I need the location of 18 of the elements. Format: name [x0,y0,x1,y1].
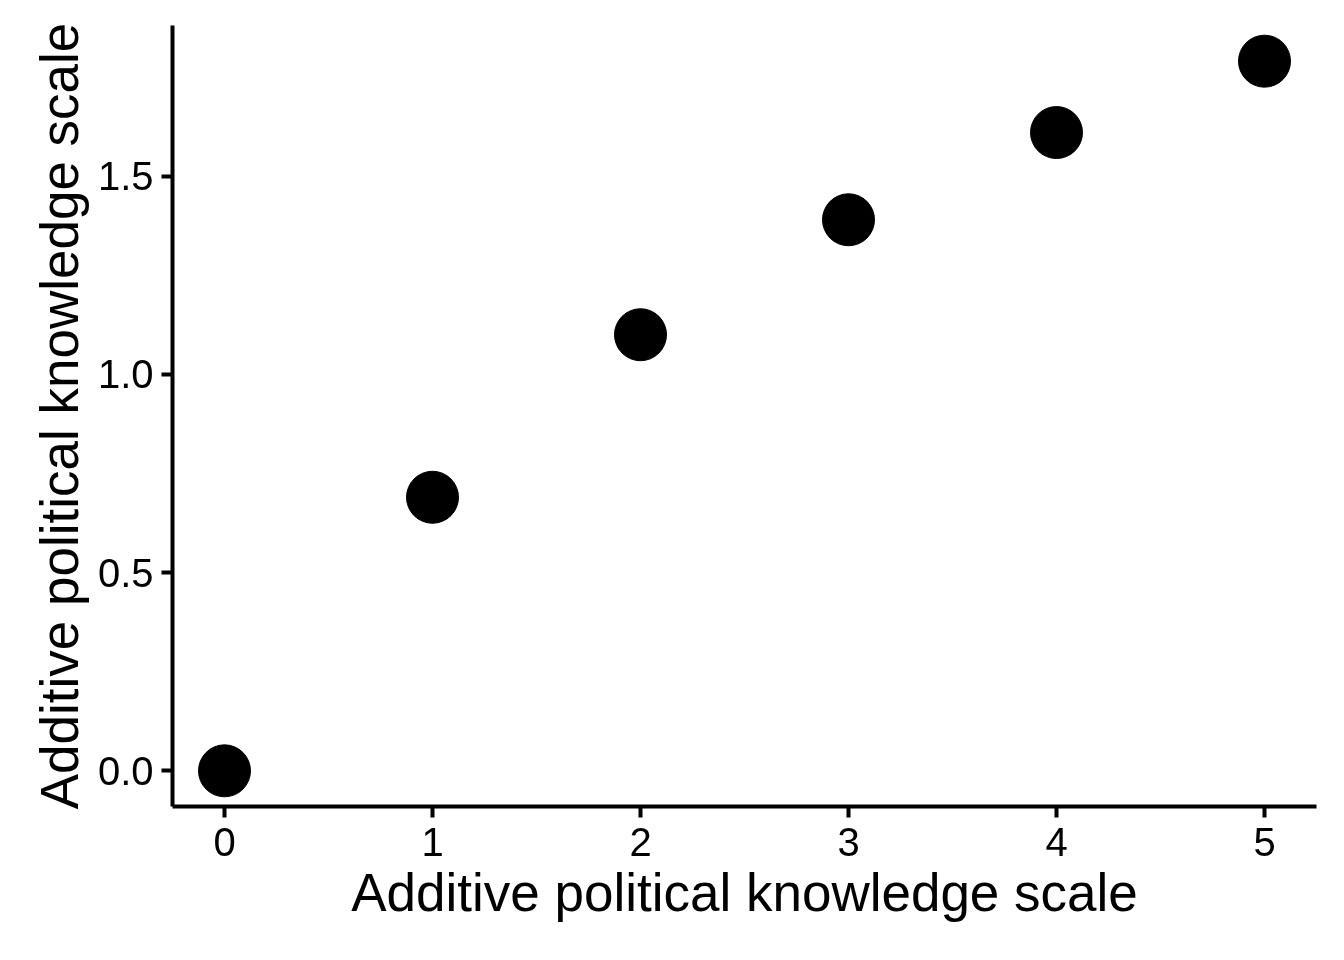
point [1030,106,1083,159]
y-tick-label: 0.5 [97,550,154,595]
x-tick-label: 5 [1253,819,1276,864]
x-tick-label: 1 [421,819,444,864]
y-axis-title: Additive political knowledge scale [29,22,89,810]
point [822,193,875,247]
x-tick-label: 2 [629,819,652,864]
x-tick-label: 3 [837,819,860,864]
point [198,744,251,798]
x-axis-title: Additive political knowledge scale [351,862,1138,922]
x-tick-label: 0 [213,819,236,864]
point [614,308,667,362]
point [406,470,459,524]
x-tick-label: 4 [1045,819,1068,864]
y-tick-label: 0.0 [97,748,154,793]
point [1238,34,1291,88]
y-tick-label: 1.0 [97,352,154,397]
y-tick-label: 1.5 [97,154,154,199]
